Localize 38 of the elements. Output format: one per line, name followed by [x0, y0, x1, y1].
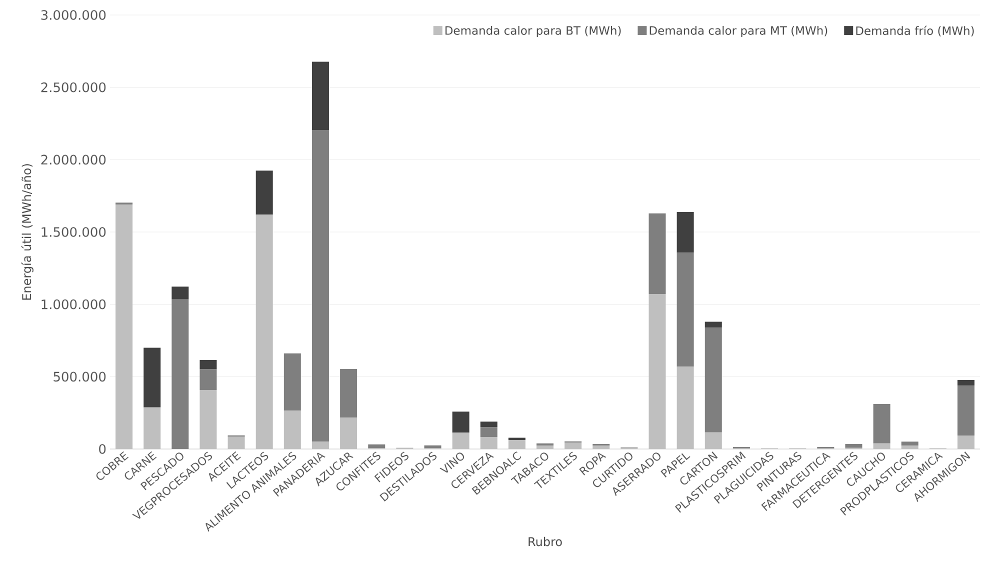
y-tick-label: 500.000 — [54, 372, 106, 382]
bar — [172, 286, 189, 300]
legend-label: Demanda calor para MT (MWh) — [650, 26, 828, 38]
bar — [704, 322, 722, 328]
bar — [845, 444, 862, 448]
bar — [648, 213, 666, 294]
bar — [284, 353, 301, 411]
bar — [480, 427, 498, 438]
y-tick-label: 0 — [99, 444, 106, 454]
x-axis-title: Rubro — [528, 536, 562, 546]
bar — [957, 386, 974, 436]
y-tick-label: 1.500.000 — [42, 227, 106, 237]
bar — [873, 404, 890, 444]
bar — [200, 369, 217, 390]
bar — [704, 328, 722, 432]
bar — [480, 422, 498, 428]
y-axis-title: Energía útil (MWh/año) — [21, 164, 34, 300]
y-tick-label: 2.500.000 — [41, 82, 106, 92]
bar — [508, 438, 526, 440]
bar — [901, 442, 918, 446]
bar — [144, 348, 161, 408]
bar — [452, 412, 470, 433]
bar — [312, 62, 329, 130]
bar — [172, 299, 189, 449]
bar — [957, 380, 974, 386]
legend-label: Demanda calor para BT (MWh) — [445, 26, 621, 38]
legend-label: Demanda frío (MWh) — [856, 26, 974, 36]
bar — [312, 130, 329, 442]
bar — [676, 252, 694, 367]
y-tick-label: 1.000.000 — [42, 299, 106, 310]
y-tick-label: 2.000.000 — [41, 154, 106, 165]
bar — [368, 444, 386, 448]
y-tick-label: 3.000.000 — [41, 10, 106, 20]
bar — [424, 445, 442, 448]
bar — [200, 360, 217, 370]
bar — [676, 212, 694, 253]
bar — [256, 170, 273, 215]
bar — [340, 369, 358, 418]
